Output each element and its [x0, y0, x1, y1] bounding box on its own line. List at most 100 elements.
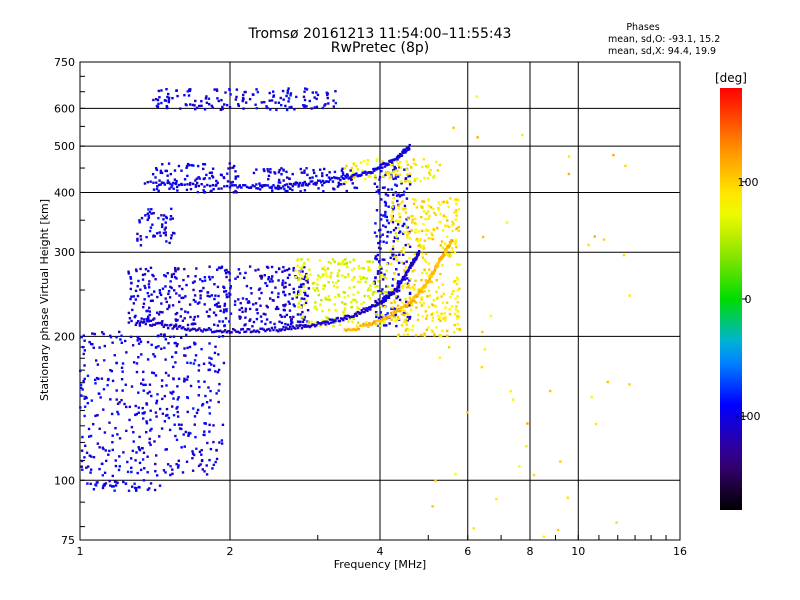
data-point	[402, 193, 405, 196]
data-point	[80, 465, 83, 468]
data-point	[404, 151, 407, 154]
data-point	[422, 302, 426, 305]
data-point	[158, 484, 162, 487]
data-point	[396, 169, 399, 173]
data-point	[199, 329, 203, 332]
data-point	[395, 255, 398, 259]
data-point	[176, 318, 179, 322]
data-point	[183, 327, 187, 331]
data-point	[217, 353, 220, 356]
data-point	[215, 179, 218, 183]
data-point	[139, 340, 143, 343]
data-point	[259, 274, 262, 278]
data-point	[392, 177, 395, 181]
data-point	[249, 186, 253, 189]
data-point	[346, 265, 349, 269]
data-point	[363, 294, 366, 298]
data-point	[332, 321, 335, 324]
data-point	[333, 321, 337, 324]
data-point	[254, 330, 257, 333]
data-point	[223, 103, 226, 106]
data-point	[171, 327, 174, 330]
data-point	[213, 297, 216, 301]
data-point	[399, 153, 402, 156]
data-point	[362, 301, 365, 304]
data-point	[303, 180, 306, 184]
data-point	[332, 99, 335, 102]
data-point	[193, 415, 197, 418]
data-point	[208, 275, 211, 279]
data-point	[394, 183, 397, 186]
data-point	[407, 313, 410, 317]
data-point	[350, 305, 353, 309]
data-point	[397, 283, 401, 287]
data-point	[373, 182, 377, 185]
data-point	[393, 309, 397, 313]
data-point	[425, 328, 429, 331]
data-point	[158, 231, 161, 234]
data-point	[416, 288, 420, 291]
data-point	[288, 302, 291, 305]
data-point	[390, 171, 393, 175]
y-tick-label: 500	[54, 140, 75, 153]
data-point	[200, 404, 204, 407]
data-point	[117, 412, 120, 416]
data-point	[325, 173, 329, 177]
data-point	[108, 449, 111, 453]
data-point	[197, 464, 201, 468]
data-point	[271, 90, 275, 93]
data-point	[232, 184, 235, 187]
data-point	[431, 312, 435, 315]
data-point	[231, 166, 235, 169]
data-point	[390, 188, 393, 191]
data-point	[160, 302, 163, 305]
data-point	[335, 281, 338, 285]
data-point	[389, 249, 393, 252]
data-point	[92, 488, 96, 491]
data-point	[386, 285, 390, 289]
data-point	[199, 463, 202, 466]
data-point	[421, 256, 425, 259]
data-point	[438, 334, 441, 337]
data-point	[245, 298, 248, 301]
data-point	[114, 426, 117, 430]
data-point	[174, 318, 177, 321]
data-point	[393, 236, 397, 239]
data-point	[217, 266, 221, 269]
data-point	[331, 281, 335, 284]
data-point	[169, 391, 172, 394]
data-point	[458, 327, 461, 331]
data-point	[313, 96, 316, 99]
data-point	[347, 273, 350, 276]
data-point	[408, 147, 411, 151]
data-point	[409, 302, 413, 305]
data-point	[423, 258, 426, 262]
data-point	[450, 292, 454, 296]
data-point	[323, 284, 327, 288]
data-point	[196, 302, 200, 305]
data-point	[269, 329, 272, 332]
data-point	[412, 296, 415, 299]
data-point	[158, 407, 162, 411]
data-point	[403, 309, 406, 313]
data-point	[410, 229, 413, 232]
data-point	[314, 183, 318, 186]
data-point	[431, 303, 434, 307]
data-point	[405, 260, 408, 263]
data-point	[415, 206, 418, 209]
data-point	[359, 174, 362, 177]
data-point	[230, 181, 233, 184]
data-point	[447, 345, 451, 349]
data-point	[451, 220, 454, 224]
data-point	[449, 241, 453, 245]
data-point	[402, 333, 406, 336]
data-point	[236, 275, 239, 279]
data-point	[251, 330, 254, 333]
data-point	[153, 235, 156, 238]
data-point	[176, 410, 179, 414]
data-point	[393, 165, 396, 169]
data-point	[317, 187, 320, 190]
data-point	[91, 332, 94, 335]
data-point	[405, 300, 408, 304]
